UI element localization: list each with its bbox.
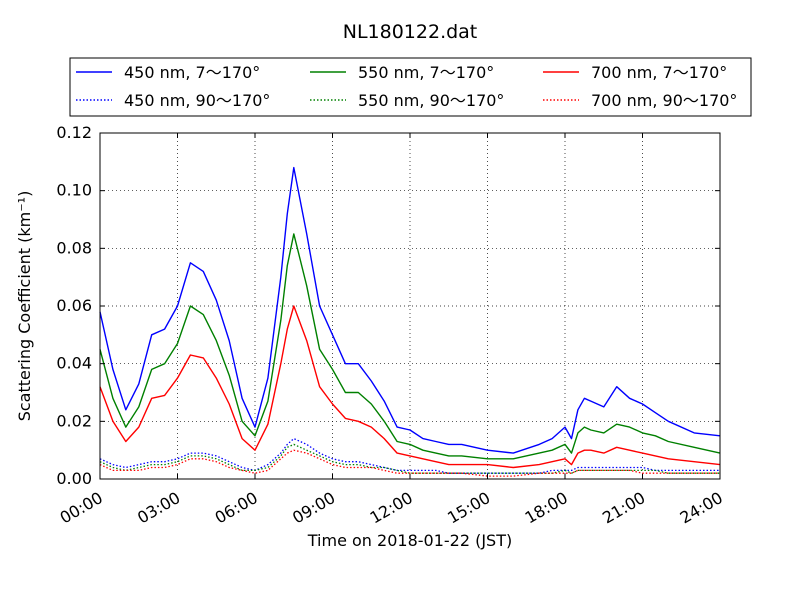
- legend-label: 550 nm, 90～170°: [358, 91, 504, 110]
- legend: 450 nm, 7～170° 550 nm, 7～170° 700 nm, 7～17…: [69, 57, 752, 117]
- y-tick-label: 0.06: [56, 296, 92, 315]
- legend-label: 700 nm, 90～170°: [591, 91, 737, 110]
- series-line: [99, 166, 721, 454]
- y-tick-label: 0.02: [56, 411, 92, 430]
- legend-label: 450 nm, 90～170°: [124, 91, 270, 110]
- legend-label: 450 nm, 7～170°: [124, 63, 260, 82]
- y-tick-label: 0.10: [56, 181, 92, 200]
- y-tick-label: 0.00: [56, 469, 92, 488]
- y-axis-label: Scattering Coefficient (km⁻¹): [15, 191, 34, 422]
- x-tick-label: 21:00: [599, 488, 648, 528]
- x-axis-label: Time on 2018-01-22 (JST): [307, 531, 512, 550]
- x-tick-label: 24:00: [677, 488, 726, 528]
- grid: [100, 133, 720, 479]
- legend-box: [69, 57, 752, 117]
- x-tick-label: 03:00: [134, 488, 183, 528]
- legend-label: 550 nm, 7～170°: [358, 63, 494, 82]
- series-line: [99, 449, 720, 477]
- x-tick-label: 18:00: [522, 488, 571, 528]
- series-line: [99, 233, 721, 460]
- y-tick-label: 0.08: [56, 238, 92, 257]
- x-tick-label: 09:00: [289, 488, 338, 528]
- chart-title: NL180122.dat: [343, 21, 478, 43]
- ticks: 00:00 03:00 06:00 09:00 12:00 15:00 18:00 21:00…: [56, 123, 726, 528]
- x-tick-label: 00:00: [57, 488, 106, 528]
- series-line: [99, 443, 720, 474]
- x-tick-label: 06:00: [212, 488, 261, 528]
- series-line: [99, 305, 721, 469]
- legend-label: 700 nm, 7～170°: [591, 63, 727, 82]
- y-tick-label: 0.04: [56, 354, 92, 373]
- y-tick-label: 0.12: [56, 123, 92, 142]
- x-tick-label: 12:00: [367, 488, 416, 528]
- x-tick-label: 15:00: [444, 488, 493, 528]
- series-layer: [99, 166, 721, 477]
